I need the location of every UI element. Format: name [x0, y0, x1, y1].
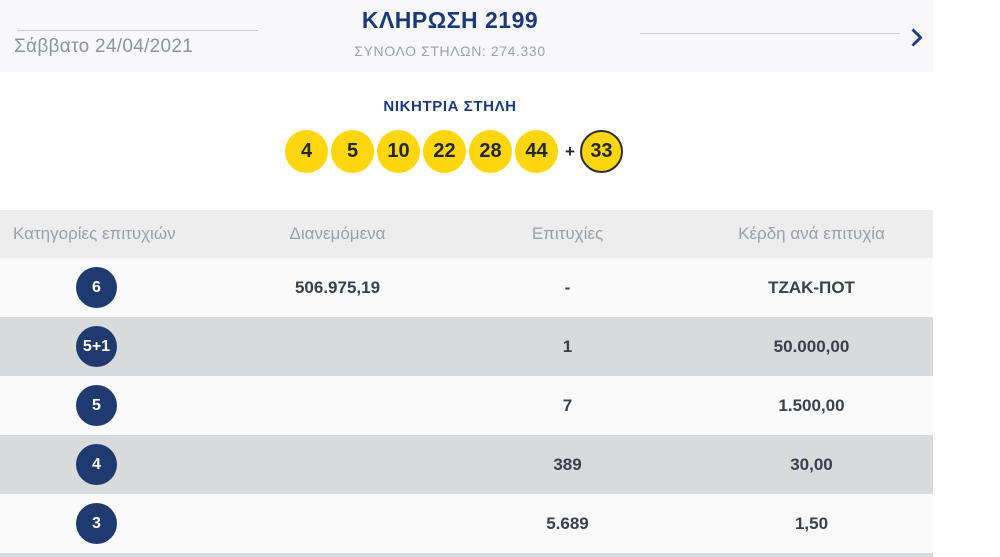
- col-header-winners: Επιτυχίες: [531, 224, 604, 243]
- next-draw-divider: [640, 33, 900, 34]
- distributed-value: 506.975,19: [294, 277, 381, 297]
- draw-date: Σάββατο 24/04/2021: [14, 36, 194, 57]
- table-row: 5 7 1.500,00: [0, 376, 933, 435]
- winning-number-ball: 44: [515, 130, 558, 173]
- table-row: 3 5.689 1,50: [0, 494, 933, 553]
- table-row: 5+1 1 50.000,00: [0, 317, 933, 376]
- table-row: 4 389 30,00: [0, 435, 933, 494]
- prize-value: 1,50: [794, 513, 829, 533]
- table-row: 6 506.975,19 - ΤΖΑΚ-ΠΟΤ: [0, 258, 933, 317]
- draw-title: ΚΛΗΡΩΣΗ 2199: [361, 7, 539, 33]
- prize-table: Κατηγορίες επιτυχιών Διανεμόμενα Επιτυχί…: [0, 210, 933, 557]
- prize-value: 1.500,00: [778, 395, 845, 415]
- prize-table-header: Κατηγορίες επιτυχιών Διανεμόμενα Επιτυχί…: [0, 210, 933, 258]
- winning-number-ball: 10: [377, 130, 420, 173]
- winners-value: 1: [562, 336, 573, 356]
- prize-value: 50.000,00: [773, 336, 850, 356]
- bonus-number-ball: 33: [579, 130, 623, 173]
- winners-value: 389: [553, 454, 582, 474]
- total-columns-label: ΣΥΝΟΛΟ ΣΤΗΛΩΝ: 274.330: [354, 43, 546, 59]
- plus-separator: +: [565, 141, 575, 161]
- winning-number-ball: 5: [331, 130, 374, 173]
- winning-number-ball: 22: [423, 130, 466, 173]
- chevron-right-icon: [903, 27, 923, 47]
- category-badge: 4: [76, 444, 117, 485]
- next-table-row-partial: [0, 553, 933, 557]
- prize-value: ΤΖΑΚ-ΠΟΤ: [768, 277, 855, 297]
- winning-number-ball: 4: [285, 130, 328, 173]
- category-badge: 5: [76, 385, 117, 426]
- winners-value: 5.689: [546, 513, 589, 533]
- winners-value: -: [564, 277, 571, 297]
- col-header-distributed: Διανεμόμενα: [289, 224, 386, 243]
- winning-number-ball: 28: [469, 130, 512, 173]
- draw-header-center: ΚΛΗΡΩΣΗ 2199 ΣΥΝΟΛΟ ΣΤΗΛΩΝ: 274.330: [354, 7, 545, 59]
- category-badge: 3: [76, 503, 117, 544]
- winners-value: 7: [562, 395, 573, 415]
- col-header-prize: Κέρδη ανά επιτυχία: [738, 224, 885, 243]
- draw-results-panel: Σάββατο 24/04/2021 ΚΛΗΡΩΣΗ 2199 ΣΥΝΟΛΟ Σ…: [0, 0, 933, 557]
- category-badge: 5+1: [76, 326, 117, 367]
- category-badge: 6: [76, 267, 117, 308]
- winning-column-title: ΝΙΚΗΤΡΙΑ ΣΤΗΛΗ: [383, 98, 517, 115]
- winning-numbers: 4 5 10 22 28 44 + 33: [285, 130, 623, 173]
- previous-draw-divider: [17, 30, 258, 31]
- col-header-categories: Κατηγορίες επιτυχιών: [13, 224, 176, 243]
- next-draw-button[interactable]: [898, 16, 928, 50]
- draw-header: Σάββατο 24/04/2021 ΚΛΗΡΩΣΗ 2199 ΣΥΝΟΛΟ Σ…: [0, 0, 933, 72]
- prize-value: 30,00: [790, 454, 833, 474]
